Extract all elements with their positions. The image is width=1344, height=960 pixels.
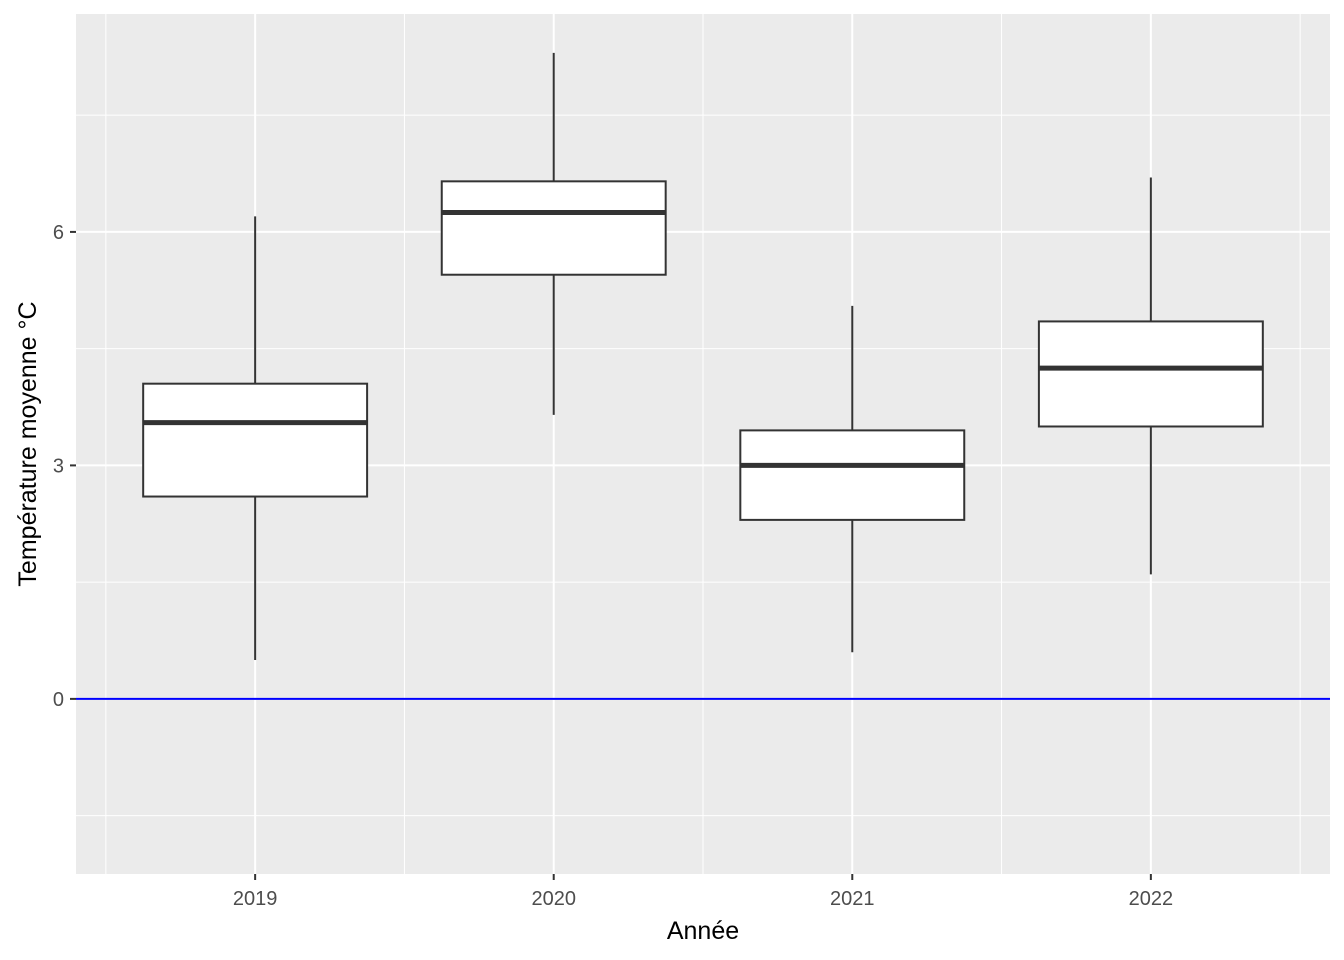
y-tick-label: 3 — [53, 455, 64, 477]
box-2019 — [142, 216, 369, 660]
box-2021 — [739, 305, 966, 653]
box-body — [142, 382, 369, 498]
x-tick-label: 2020 — [531, 888, 576, 910]
box-2020 — [440, 52, 667, 415]
x-axis: 2019 2020 2021 2022 — [233, 874, 1173, 910]
x-axis-title: Année — [667, 917, 739, 945]
x-tick-label: 2019 — [233, 888, 278, 910]
minor-grid — [76, 14, 1330, 874]
y-axis: 0 3 6 — [53, 222, 76, 711]
boxes-layer — [142, 52, 1264, 660]
box-body — [1037, 320, 1264, 428]
y-tick-label: 6 — [53, 222, 64, 244]
box-2022 — [1037, 177, 1264, 575]
x-tick-label: 2022 — [1129, 888, 1174, 910]
y-axis-title: Température moyenne °C — [14, 301, 42, 586]
x-tick-label: 2021 — [830, 888, 875, 910]
box-body — [739, 429, 966, 521]
box-body — [440, 180, 667, 276]
y-tick-label: 0 — [53, 689, 64, 711]
